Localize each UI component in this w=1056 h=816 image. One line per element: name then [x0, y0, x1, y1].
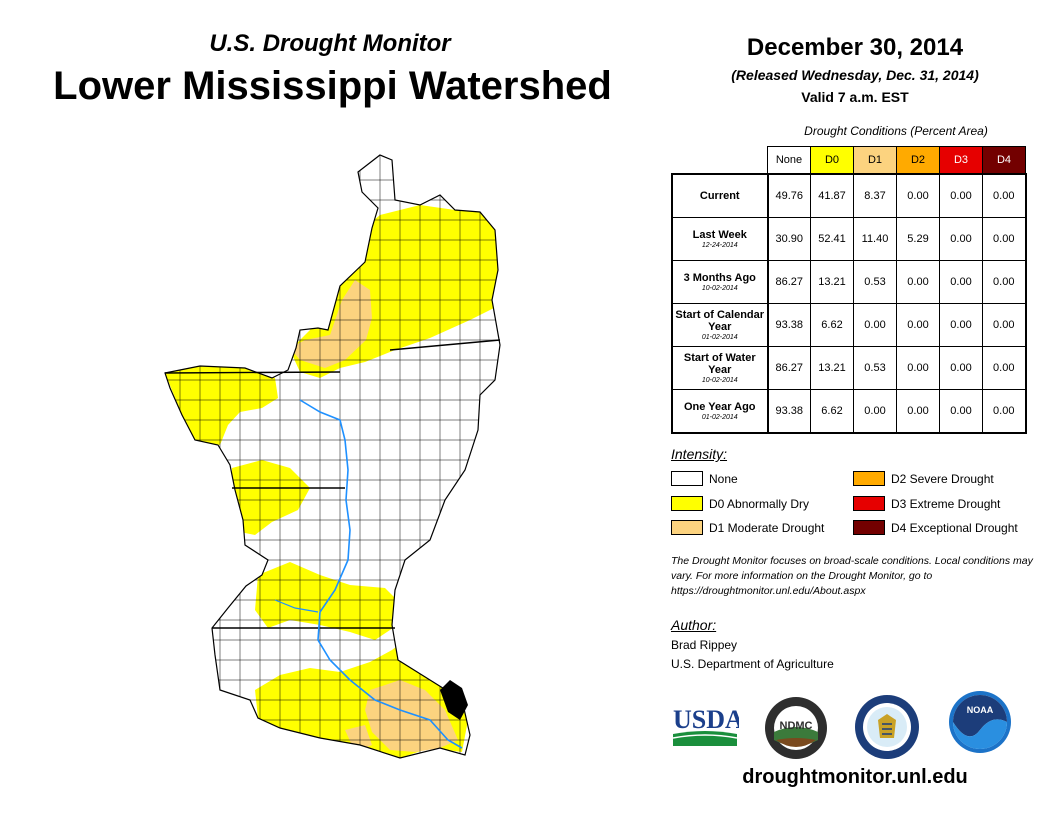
drought-conditions-table: None D0 D1 D2 D3 D4 Current 49.76 41.87 …	[671, 146, 1027, 434]
cell-d2: 0.00	[896, 260, 940, 304]
basin-outline	[164, 154, 501, 759]
cell-d0: 6.62	[810, 303, 854, 347]
cell-d3: 0.00	[939, 173, 983, 218]
cell-d0: 41.87	[810, 173, 854, 218]
row-label: Start of Calendar Year 01-02-2014	[671, 303, 769, 347]
cell-none: 93.38	[767, 389, 811, 434]
legend-label: D0 Abnormally Dry	[709, 496, 810, 511]
cell-d2: 0.00	[896, 173, 940, 218]
cell-none: 30.90	[767, 217, 811, 261]
valid-date: December 30, 2014	[746, 34, 964, 61]
usda-logo-text: USDA	[673, 705, 739, 734]
author-heading: Author:	[671, 617, 717, 633]
cell-d4: 0.00	[982, 346, 1027, 390]
swatch	[853, 496, 885, 511]
legend-item-d0: D0 Abnormally Dry	[671, 496, 809, 511]
cell-d2: 5.29	[896, 217, 940, 261]
table-caption: Drought Conditions (Percent Area)	[804, 124, 988, 138]
release-date: (Released Wednesday, Dec. 31, 2014)	[731, 67, 979, 83]
cell-d0: 13.21	[810, 260, 854, 304]
swatch	[853, 520, 885, 535]
cell-d4: 0.00	[982, 389, 1027, 434]
cell-d1: 0.00	[853, 303, 897, 347]
legend-label: D1 Moderate Drought	[709, 520, 825, 535]
mississippi-river	[299, 399, 463, 749]
row-label: Current	[671, 173, 769, 218]
col-d1: D1	[853, 146, 897, 175]
cell-none: 86.27	[767, 346, 811, 390]
legend-item-d3: D3 Extreme Drought	[853, 496, 1000, 511]
cell-d3: 0.00	[939, 346, 983, 390]
legend-label: None	[709, 471, 738, 486]
author-organization: U.S. Department of Agriculture	[671, 657, 834, 671]
cell-d2: 0.00	[896, 346, 940, 390]
commerce-seal-icon	[855, 695, 919, 759]
col-d4: D4	[982, 146, 1026, 175]
legend-item-none: None	[671, 471, 738, 486]
cell-d0: 6.62	[810, 389, 854, 434]
row-label: One Year Ago 01-02-2014	[671, 389, 769, 434]
cell-d0: 52.41	[810, 217, 854, 261]
state-lines	[164, 339, 501, 629]
row-label: 3 Months Ago 10-02-2014	[671, 260, 769, 304]
cell-d1: 0.53	[853, 260, 897, 304]
legend-label: D4 Exceptional Drought	[891, 520, 1018, 535]
website-url: droughtmonitor.unl.edu	[742, 766, 968, 788]
cell-none: 86.27	[767, 260, 811, 304]
table-row: One Year Ago 01-02-2014 93.38 6.62 0.00 0…	[671, 389, 1027, 434]
disclaimer-note: The Drought Monitor focuses on broad-sca…	[671, 555, 1033, 597]
table-row: 3 Months Ago 10-02-2014 86.27 13.21 0.53 …	[671, 260, 1027, 304]
tributary-river	[274, 599, 319, 613]
legend-item-d2: D2 Severe Drought	[853, 471, 994, 486]
legend-title: Intensity:	[671, 446, 728, 462]
coastal-marsh	[440, 680, 468, 720]
table-corner	[672, 147, 768, 175]
legend-item-d1: D1 Moderate Drought	[671, 520, 824, 535]
cell-d4: 0.00	[982, 260, 1027, 304]
ndmc-logo: NDMC	[765, 697, 827, 759]
map-subtitle: U.S. Drought Monitor	[209, 30, 451, 57]
valid-time: Valid 7 a.m. EST	[801, 89, 909, 105]
col-d3: D3	[939, 146, 983, 175]
cell-d1: 11.40	[853, 217, 897, 261]
cell-d3: 0.00	[939, 260, 983, 304]
swatch	[671, 496, 703, 511]
cell-d2: 0.00	[896, 389, 940, 434]
col-d2: D2	[896, 146, 940, 175]
cell-none: 93.38	[767, 303, 811, 347]
swatch	[671, 520, 703, 535]
map-title: Lower Mississippi Watershed	[53, 64, 612, 108]
cell-none: 49.76	[767, 173, 811, 218]
cell-d4: 0.00	[982, 173, 1027, 218]
cell-d1: 8.37	[853, 173, 897, 218]
author-name: Brad Rippey	[671, 638, 738, 652]
cell-d0: 13.21	[810, 346, 854, 390]
row-label: Last Week 12-24-2014	[671, 217, 769, 261]
legend-item-d4: D4 Exceptional Drought	[853, 520, 1018, 535]
cell-d2: 0.00	[896, 303, 940, 347]
cell-d1: 0.00	[853, 389, 897, 434]
table-row: Start of Calendar Year 01-02-2014 93.38 6…	[671, 303, 1027, 347]
cell-d1: 0.53	[853, 346, 897, 390]
swatch	[853, 471, 885, 486]
legend-label: D2 Severe Drought	[891, 471, 994, 486]
usda-logo: USDA	[672, 705, 739, 746]
noaa-logo: NOAA	[949, 691, 1011, 753]
cell-d3: 0.00	[939, 217, 983, 261]
table-row: Current 49.76 41.87 8.37 0.00 0.00 0.00	[671, 173, 1027, 218]
swatch	[671, 471, 703, 486]
legend-label: D3 Extreme Drought	[891, 496, 1001, 511]
col-d0: D0	[810, 146, 854, 175]
drought-map	[164, 154, 501, 759]
cell-d4: 0.00	[982, 303, 1027, 347]
cell-d3: 0.00	[939, 303, 983, 347]
table-row: Last Week 12-24-2014 30.90 52.41 11.40 5.…	[671, 217, 1027, 261]
table-row: Start of Water Year 10-02-2014 86.27 13.2…	[671, 346, 1027, 390]
cell-d3: 0.00	[939, 389, 983, 434]
noaa-logo-text: NOAA	[967, 705, 994, 715]
cell-d4: 0.00	[982, 217, 1027, 261]
ndmc-logo-text: NDMC	[780, 720, 813, 732]
row-label: Start of Water Year 10-02-2014	[671, 346, 769, 390]
col-none: None	[767, 146, 811, 175]
